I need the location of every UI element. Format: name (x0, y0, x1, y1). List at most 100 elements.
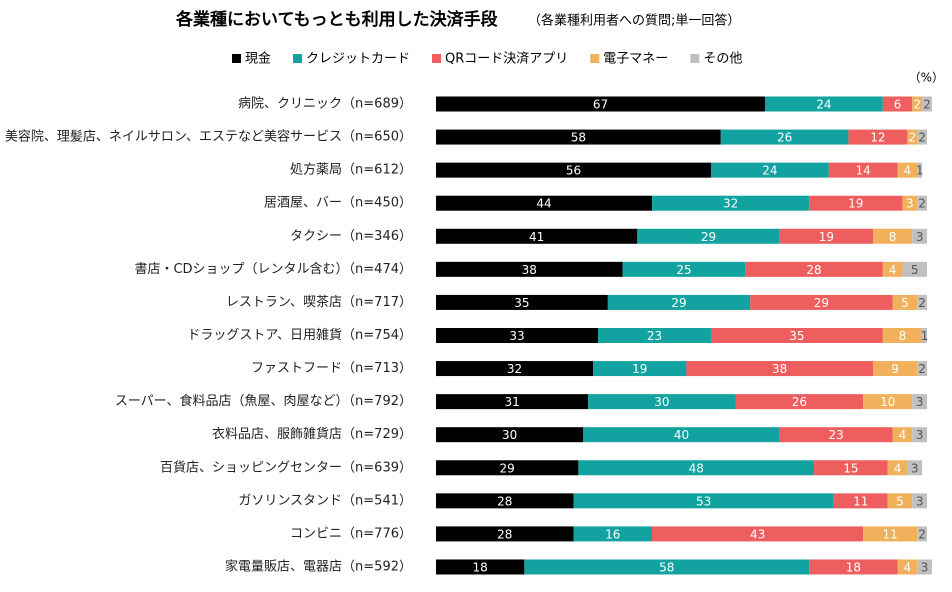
bar-segment (922, 327, 927, 343)
category-label: スーパー、食料品店（魚屋、肉屋など）（n=792） (115, 393, 412, 409)
bar-segment (524, 559, 810, 575)
data-label: 29 (500, 461, 515, 475)
data-label: 43 (750, 527, 765, 541)
data-label: 30 (654, 395, 669, 409)
legend-label: その他 (703, 52, 742, 67)
bar-segment (882, 327, 923, 343)
data-label: 1 (921, 329, 929, 343)
bar-segment (917, 526, 927, 542)
category-label: 百貨店、ショッピングセンター（n=639） (160, 459, 412, 475)
bar-segment (436, 96, 765, 112)
data-label: 3 (911, 461, 919, 475)
data-label: 12 (870, 131, 885, 145)
chart-title: 各業種においてもっとも利用した決済手段 (175, 9, 498, 30)
category-label: タクシー（n=346） (290, 229, 412, 244)
data-label: 3 (921, 560, 929, 574)
bar-segment (779, 228, 873, 244)
category-label: 処方薬局（n=612） (290, 162, 412, 178)
bar-segment (863, 394, 913, 410)
data-label: 5 (901, 296, 909, 310)
data-label: 10 (880, 395, 895, 409)
bar-segment (735, 394, 864, 410)
bar-segment (872, 228, 913, 244)
bar-segment (436, 228, 638, 244)
bar-segment (833, 493, 888, 509)
category-label: 衣料品店、服飾雑貨店（n=729） (212, 426, 412, 442)
bar-segment (902, 261, 927, 277)
legend-swatch (232, 54, 241, 63)
category-label: ファストフード（n=713） (251, 361, 412, 376)
bar-segment (892, 427, 913, 443)
data-label: 4 (889, 263, 897, 277)
bar-segment (892, 294, 918, 310)
bar-segment (912, 228, 927, 244)
bar-segment (436, 526, 574, 542)
data-label: 15 (843, 461, 858, 475)
data-label: 32 (507, 362, 522, 376)
bar-segment (917, 195, 927, 211)
bar-segment (912, 394, 927, 410)
data-label: 23 (647, 329, 662, 343)
bar-segment (720, 129, 849, 145)
data-label: 8 (899, 329, 907, 343)
data-label: 25 (676, 263, 691, 277)
data-label: 23 (829, 428, 844, 442)
bar-segment (907, 460, 923, 476)
data-label: 2 (918, 362, 926, 376)
bar-segment (686, 361, 873, 377)
data-label: 31 (504, 395, 519, 409)
data-label: 2 (918, 296, 926, 310)
bar-segment (809, 559, 898, 575)
bar-segment (917, 361, 927, 377)
bar-segment (907, 129, 918, 145)
category-label: ガソリンスタンド（n=541） (238, 493, 412, 508)
data-label: 38 (522, 263, 537, 277)
bar-segment (745, 261, 883, 277)
bar-segment (578, 460, 815, 476)
bar-segment (436, 294, 608, 310)
legend-swatch (293, 54, 303, 63)
bar-segment (887, 493, 913, 509)
bar-segment (436, 195, 653, 211)
bar-segment (436, 394, 589, 410)
data-label: 3 (916, 395, 924, 409)
data-label: 2 (908, 131, 916, 145)
bar-segment (573, 493, 834, 509)
bar-segment (764, 96, 883, 112)
category-label: 美容院、理髪店、ネイルサロン、エステなど美容サービス（n=650） (5, 129, 412, 145)
data-label: 26 (777, 131, 792, 145)
bar-segment (652, 526, 864, 542)
data-label: 8 (889, 230, 897, 244)
bar-segment (863, 526, 918, 542)
bar-segment (652, 195, 810, 211)
data-label: 53 (696, 494, 711, 508)
category-label: レストラン、喫茶店（n=717） (226, 294, 412, 310)
bar-segment (637, 228, 780, 244)
bar-segment (814, 460, 888, 476)
data-label: 40 (674, 428, 689, 442)
data-label: 4 (899, 428, 907, 442)
bar-segment (912, 493, 927, 509)
category-label: ドラッグストア、日用雑貨（n=754） (187, 327, 412, 343)
bar-segment (917, 129, 927, 145)
data-label: 11 (853, 494, 868, 508)
data-label: 5 (911, 263, 919, 277)
data-label: 58 (659, 560, 674, 574)
bar-segment (710, 162, 829, 178)
bar-segment (917, 559, 932, 575)
category-label: コンビニ（n=776） (290, 526, 412, 541)
data-label: 4 (904, 560, 912, 574)
bar-segment (598, 327, 711, 343)
data-label: 35 (789, 329, 804, 343)
bar-segment (882, 96, 913, 112)
data-label: 3 (916, 494, 924, 508)
bar-segment (436, 162, 711, 178)
bar-segment (436, 493, 574, 509)
bar-segment (902, 195, 918, 211)
data-label: 35 (514, 296, 529, 310)
data-label: 26 (792, 395, 807, 409)
data-label: 19 (848, 197, 863, 211)
data-label: 28 (497, 494, 512, 508)
bar-segment (848, 129, 908, 145)
